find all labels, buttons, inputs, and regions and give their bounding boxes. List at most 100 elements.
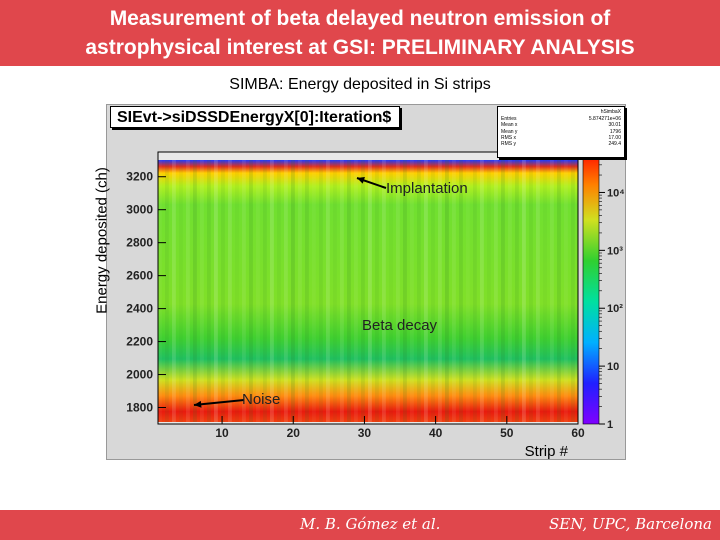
strip-column-55 bbox=[536, 160, 540, 422]
strip-column-16 bbox=[263, 160, 267, 422]
annotation-beta-decay: Beta decay bbox=[362, 317, 438, 334]
y-tick-label-2800: 2800 bbox=[126, 236, 153, 250]
x-tick-label-30: 30 bbox=[358, 426, 372, 440]
annotation-arrow-head bbox=[194, 400, 202, 408]
strip-column-8 bbox=[207, 160, 211, 422]
stats-label: Mean y bbox=[501, 128, 518, 135]
strip-column-15 bbox=[256, 160, 260, 422]
y-tick-label-2400: 2400 bbox=[126, 302, 153, 316]
stats-row: RMS y 249.4 bbox=[501, 141, 621, 147]
stats-box: hSimbaX Entries 5.874271e+06 Mean x 30.01 Me… bbox=[497, 106, 625, 158]
strip-column-24 bbox=[319, 160, 323, 422]
y-tick-label-1800: 1800 bbox=[126, 401, 153, 415]
slide-footer: M. B. Gómez et al. SEN, UPC, Barcelona bbox=[0, 510, 720, 540]
strip-column-4 bbox=[179, 160, 183, 422]
colorbar-gradient bbox=[582, 151, 600, 425]
stats-value: 5.874271e+06 bbox=[588, 116, 621, 123]
strip-column-47 bbox=[480, 160, 484, 422]
stats-value: 249.4 bbox=[608, 141, 621, 148]
strip-column-26 bbox=[333, 160, 337, 422]
stats-row: Mean y 1796 bbox=[501, 129, 621, 135]
stats-label: Mean x bbox=[501, 122, 518, 129]
y-tick-label-3000: 3000 bbox=[126, 203, 153, 217]
strip-column-25 bbox=[326, 160, 330, 422]
footer-affiliation: SEN, UPC, Barcelona bbox=[549, 515, 712, 533]
plot-frame bbox=[158, 152, 578, 424]
stats-label: RMS x bbox=[501, 134, 516, 141]
stats-value: 1796 bbox=[609, 128, 621, 135]
stats-label: RMS y bbox=[501, 141, 516, 148]
strip-column-7 bbox=[200, 160, 204, 422]
histogram-title: SIEvt->siDSSDEnergyX[0]:Iteration$ bbox=[110, 106, 400, 128]
strip-column-13 bbox=[242, 160, 246, 422]
strip-column-30 bbox=[361, 160, 365, 422]
annotation-arrows bbox=[193, 177, 387, 408]
x-tick-label-50: 50 bbox=[500, 426, 514, 440]
axes: 10 20 30 40 50 60 1800 2000 2200 2400 2600 2800 3000… bbox=[126, 151, 585, 460]
strip-column-54 bbox=[529, 160, 533, 422]
strip-column-9 bbox=[214, 160, 218, 422]
strip-column-51 bbox=[508, 160, 512, 422]
strip-column-56 bbox=[543, 160, 547, 422]
x-tick-label-40: 40 bbox=[429, 426, 443, 440]
colorbar-tick-label: 10⁴ bbox=[607, 187, 625, 199]
strip-column-38 bbox=[417, 160, 421, 422]
y-tick-label-2600: 2600 bbox=[126, 269, 153, 283]
strip-column-27 bbox=[340, 160, 344, 422]
strip-column-44 bbox=[459, 160, 463, 422]
stats-value: 17.00 bbox=[608, 134, 621, 141]
strip-column-36 bbox=[403, 160, 407, 422]
strip-column-35 bbox=[396, 160, 400, 422]
strip-column-28 bbox=[347, 160, 351, 422]
stats-value: 30.01 bbox=[608, 122, 621, 129]
heatmap-band bbox=[158, 160, 578, 422]
annotation-arrow-line bbox=[193, 399, 245, 406]
strip-column-52 bbox=[515, 160, 519, 422]
strip-column-48 bbox=[487, 160, 491, 422]
stats-name: hSimbaX bbox=[600, 109, 621, 115]
strip-column-49 bbox=[494, 160, 498, 422]
annotation-arrow-head bbox=[357, 177, 365, 184]
strip-column-17 bbox=[270, 160, 274, 422]
stats-label: Entries bbox=[501, 116, 517, 123]
strip-column-2 bbox=[165, 160, 169, 422]
y-axis-label: Energy deposited (ch) bbox=[93, 167, 111, 314]
y-tick-label-2200: 2200 bbox=[126, 335, 153, 349]
strip-column-22 bbox=[305, 160, 309, 422]
strip-column-14 bbox=[249, 160, 253, 422]
strip-column-43 bbox=[452, 160, 456, 422]
x-tick-label-20: 20 bbox=[287, 426, 301, 440]
colorbar-tick-label: 1 bbox=[607, 419, 613, 431]
strip-column-41 bbox=[438, 160, 442, 422]
colorbar-tick-label: 10³ bbox=[607, 245, 623, 257]
y-tick-label-3200: 3200 bbox=[126, 170, 153, 184]
strip-column-42 bbox=[445, 160, 449, 422]
strip-column-23 bbox=[312, 160, 316, 422]
strip-column-57 bbox=[550, 160, 554, 422]
strip-column-46 bbox=[473, 160, 477, 422]
strip-column-60 bbox=[571, 160, 575, 422]
colorbar: 1 10 10² 10³ 10⁴ bbox=[582, 151, 625, 431]
strip-column-33 bbox=[382, 160, 386, 422]
strip-column-39 bbox=[424, 160, 428, 422]
strip-column-37 bbox=[410, 160, 414, 422]
strip-column-6 bbox=[193, 160, 197, 422]
strip-column-1 bbox=[158, 160, 162, 422]
strip-columns bbox=[158, 160, 575, 422]
strip-column-10 bbox=[221, 160, 225, 422]
x-axis-label: Strip # bbox=[525, 443, 569, 460]
strip-column-20 bbox=[291, 160, 295, 422]
slide-header: Measurement of beta delayed neutron emis… bbox=[0, 0, 720, 66]
strip-column-12 bbox=[235, 160, 239, 422]
strip-column-53 bbox=[522, 160, 526, 422]
strip-column-11 bbox=[228, 160, 232, 422]
strip-column-50 bbox=[501, 160, 505, 422]
strip-column-21 bbox=[298, 160, 302, 422]
stats-row: Mean x 30.01 bbox=[501, 122, 621, 128]
stats-row: RMS x 17.00 bbox=[501, 135, 621, 141]
header-line-2: astrophysical interest at GSI: PRELIMINA… bbox=[85, 36, 635, 59]
header-line-1: Measurement of beta delayed neutron emis… bbox=[109, 7, 611, 30]
strip-column-3 bbox=[172, 160, 176, 422]
strip-column-34 bbox=[389, 160, 393, 422]
